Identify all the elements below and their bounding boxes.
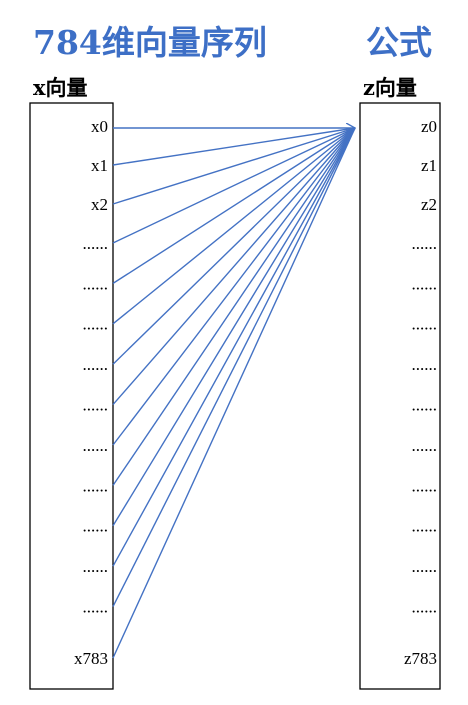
right-box	[359, 102, 441, 690]
arrow	[112, 127, 356, 166]
x-item: ......	[83, 598, 109, 617]
arrow	[112, 127, 356, 406]
left-box	[29, 102, 114, 690]
arrow	[112, 127, 356, 446]
z-item: z0	[421, 117, 437, 136]
z-item: ......	[412, 355, 438, 374]
x-item: ......	[83, 396, 109, 415]
arrows	[112, 127, 356, 659]
arrow	[112, 127, 356, 607]
z-item: z783	[404, 649, 437, 668]
arrow	[112, 127, 356, 205]
arrow	[112, 127, 356, 659]
left-label: x向量	[33, 75, 88, 100]
arrow	[112, 127, 356, 527]
x-item: ......	[83, 274, 109, 293]
z-item: ......	[412, 436, 438, 455]
z-item: ......	[412, 274, 438, 293]
x-item: ......	[83, 234, 109, 253]
arrow	[112, 127, 356, 486]
x-item: ......	[83, 557, 109, 576]
x-item: x783	[74, 649, 108, 668]
items: x0 x1 x2..................................…	[74, 117, 437, 668]
x-item: ......	[83, 315, 109, 334]
arrow	[112, 127, 356, 567]
z-item: ......	[412, 517, 438, 536]
z-item: ......	[412, 557, 438, 576]
left-title: 784维向量序列	[33, 23, 267, 62]
x-item: x0	[91, 117, 108, 136]
z-item: ......	[412, 396, 438, 415]
x-item: ......	[83, 436, 109, 455]
z-item: z2	[421, 195, 437, 214]
x-item: ......	[83, 355, 109, 374]
x-item: x1	[91, 156, 108, 175]
x-item: x2	[91, 195, 108, 214]
right-title: 公式	[366, 23, 432, 62]
right-label: z向量	[363, 75, 417, 100]
arrow	[112, 127, 356, 244]
z-item: ......	[412, 598, 438, 617]
arrow	[112, 127, 356, 325]
x-item: ......	[83, 517, 109, 536]
arrow	[112, 127, 356, 284]
z-item: ......	[412, 234, 438, 253]
x-item: ......	[83, 476, 109, 495]
z-item: ......	[412, 315, 438, 334]
arrow	[112, 127, 356, 365]
z-item: z1	[421, 156, 437, 175]
z-item: ......	[412, 476, 438, 495]
